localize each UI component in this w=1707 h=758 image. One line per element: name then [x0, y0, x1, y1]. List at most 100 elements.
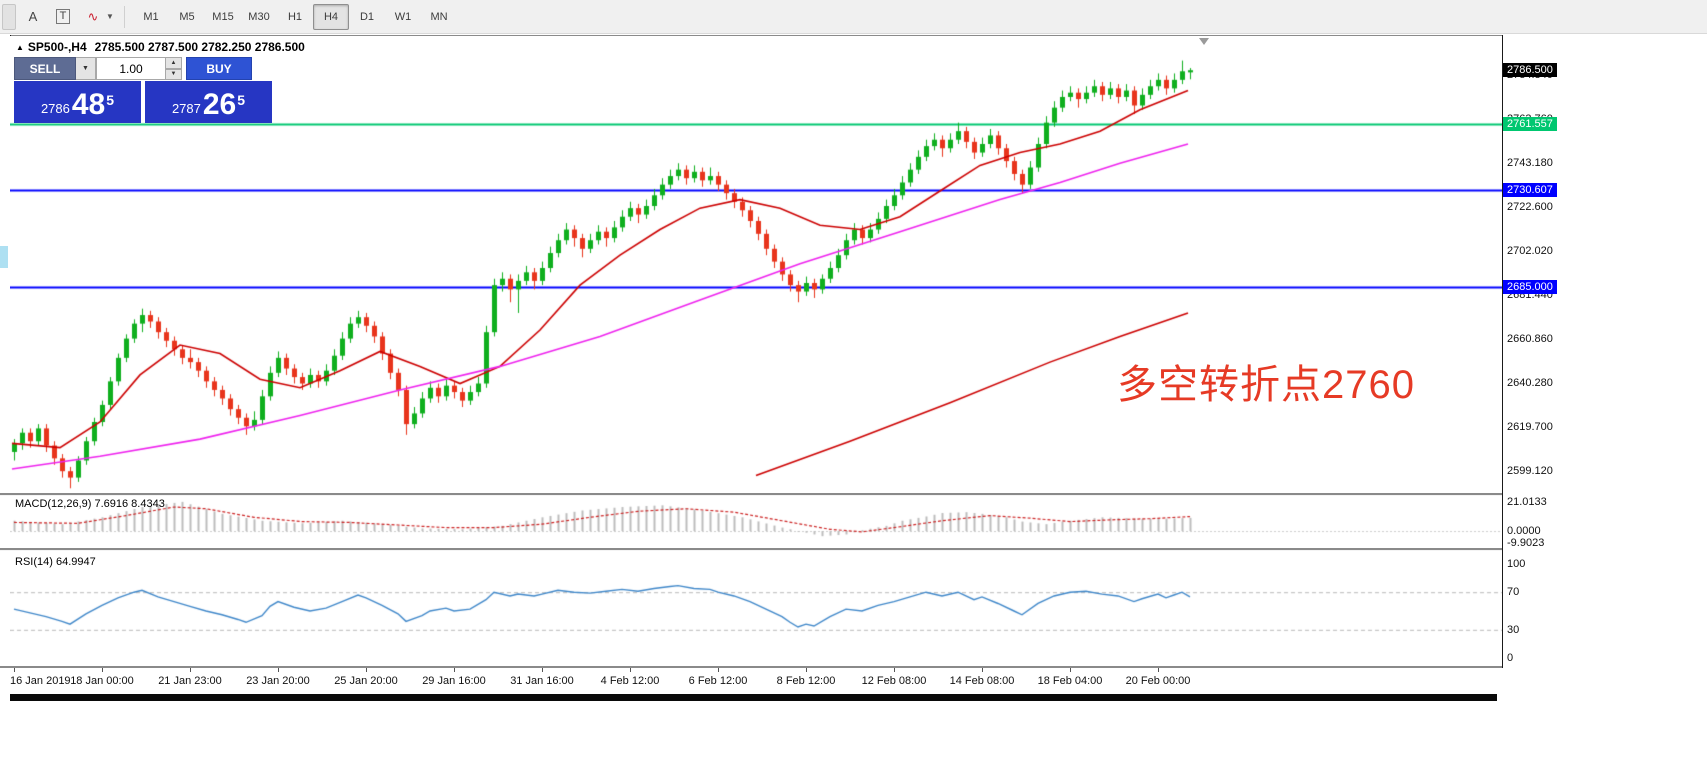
tf-button-H1[interactable]: H1: [287, 10, 303, 23]
time-axis-label: 31 Jan 16:00: [510, 675, 574, 687]
time-axis-label: 21 Jan 23:00: [158, 675, 222, 687]
macd-axis-label: 0.0000: [1507, 525, 1541, 538]
time-tick: [190, 668, 191, 672]
left-edge-accent: [0, 246, 8, 268]
clipped-toolbar-icon[interactable]: [2, 3, 16, 30]
time-tick: [14, 668, 15, 672]
symbol-timeframe-label: SP500-,H4: [27, 40, 87, 54]
time-axis-label: 29 Jan 16:00: [422, 675, 486, 687]
rsi-axis-label: 70: [1507, 586, 1520, 599]
time-axis-label: 6 Feb 12:00: [688, 675, 748, 687]
time-axis-label: 8 Feb 12:00: [776, 675, 836, 687]
chart-annotation-text: 多空转折点2760: [1117, 363, 1415, 407]
bid-prefix: 2786: [40, 101, 70, 116]
tf-button-H4[interactable]: H4: [313, 3, 349, 30]
time-tick: [630, 668, 631, 672]
price-axis-label: 2722.600: [1507, 200, 1553, 213]
time-tick: [366, 668, 367, 672]
text-label-icon[interactable]: A: [20, 4, 46, 30]
time-axis-label: 14 Feb 08:00: [949, 675, 1015, 687]
ask-price-panel[interactable]: 2787 26 5: [145, 81, 272, 123]
price-axis-label: 2702.020: [1507, 244, 1553, 257]
indicators-glyph: ∿: [87, 8, 99, 24]
tf-button-M1[interactable]: M1: [143, 10, 159, 23]
price-axis[interactable]: 2784.3402763.7602743.1802722.6002702.020…: [1503, 35, 1707, 694]
macd-label: MACD(12,26,9) 7.6916 8.4343: [15, 498, 165, 510]
chart-header: ▲ SP500-,H4 2785.500 2787.500 2782.250 278…: [16, 40, 305, 54]
ohlc-values: 2785.500 2787.500 2782.250 2786.500: [94, 40, 305, 54]
tf-button-MN[interactable]: MN: [430, 10, 448, 23]
tf-button-D1[interactable]: D1: [359, 10, 375, 23]
indicators-icon[interactable]: ∿: [80, 4, 106, 30]
buy-button[interactable]: BUY: [186, 57, 252, 80]
pane-separator[interactable]: [0, 548, 1707, 551]
hline-price-tag: 2761.557: [1503, 116, 1557, 131]
volume-down-button[interactable]: ▼: [166, 68, 182, 80]
indicators-dropdown-caret-icon[interactable]: ▼: [106, 12, 114, 21]
time-axis-label: 12 Feb 08:00: [861, 675, 927, 687]
macd-canvas[interactable]: [10, 495, 1502, 548]
time-tick: [542, 668, 543, 672]
price-axis-label: 2743.180: [1507, 156, 1553, 169]
time-axis-label: 20 Feb 00:00: [1125, 675, 1191, 687]
time-tick: [982, 668, 983, 672]
hline-price-tag: 2685.000: [1503, 280, 1557, 295]
toolbar-separator: [124, 5, 125, 28]
current-price-tag: 2786.500: [1503, 63, 1557, 78]
toolbar: A T ∿ ▼ M1 M5 M15 M30 H1 H4 D1 W1 MN: [0, 0, 1707, 34]
tf-button-W1[interactable]: W1: [394, 10, 412, 23]
time-axis-label: 18 Feb 04:00: [1037, 675, 1103, 687]
collapse-triangle-icon[interactable]: ▲: [16, 43, 24, 52]
pane-separator[interactable]: [0, 493, 1707, 496]
macd-axis-label: 21.0133: [1507, 496, 1547, 508]
price-axis-label: 2660.860: [1507, 332, 1553, 345]
time-tick: [102, 668, 103, 672]
text-label-glyph: A: [28, 9, 38, 24]
price-axis-label: 2619.700: [1507, 420, 1553, 433]
rsi-canvas[interactable]: [10, 550, 1502, 666]
macd-axis-label: -9.9023: [1507, 537, 1545, 549]
time-tick: [1158, 668, 1159, 672]
text-box-icon[interactable]: T: [50, 4, 76, 30]
ask-prefix: 2787: [171, 101, 201, 116]
volume-stepper: ▲ ▼: [166, 57, 182, 80]
horizontal-scrollbar[interactable]: [10, 694, 1497, 701]
tf-button-M30[interactable]: M30: [248, 10, 270, 23]
ask-big-digits: 26: [202, 88, 237, 121]
tf-button-M5[interactable]: M5: [179, 10, 195, 23]
bid-big-digits: 48: [71, 88, 106, 121]
main-chart-canvas[interactable]: [10, 36, 1502, 493]
time-axis-label: 25 Jan 20:00: [334, 675, 398, 687]
time-tick: [806, 668, 807, 672]
time-tick: [1070, 668, 1071, 672]
hline-price-tag: 2730.607: [1503, 182, 1557, 197]
volume-up-button[interactable]: ▲: [166, 57, 182, 69]
text-box-glyph: T: [55, 9, 71, 24]
bottom-spacer: [0, 701, 1707, 758]
time-axis-label: 4 Feb 12:00: [600, 675, 660, 687]
price-axis-border: [1502, 35, 1503, 694]
time-tick: [894, 668, 895, 672]
time-axis-label: 23 Jan 20:00: [246, 675, 310, 687]
price-axis-label: 2599.120: [1507, 464, 1553, 477]
rsi-axis-label: 0: [1507, 652, 1514, 664]
chart-top-border: [10, 35, 1503, 36]
one-click-trade-panel: SELL ▼ ▲ ▼ BUY 2786 48 5 2787 26 5: [14, 57, 272, 123]
time-axis[interactable]: 16 Jan 2019 18 Jan 00:00 21 Jan 23:00 23 Ja…: [0, 668, 1707, 694]
bid-price-panel[interactable]: 2786 48 5: [14, 81, 141, 123]
time-axis-label: 18 Jan 00:00: [70, 675, 134, 687]
volume-dropdown-button[interactable]: ▼: [76, 57, 96, 80]
bid-pip-digit: 5: [106, 92, 115, 108]
time-tick: [278, 668, 279, 672]
tf-button-M15[interactable]: M15: [212, 10, 234, 23]
time-axis-label: 16 Jan 2019: [10, 675, 71, 687]
price-axis-label: 2640.280: [1507, 376, 1553, 389]
rsi-axis-label: 100: [1507, 558, 1526, 570]
timeframe-group: M1 M5 M15 M30 H1 H4 D1 W1 MN: [133, 3, 457, 30]
chart-shift-marker-icon[interactable]: [1199, 38, 1209, 45]
time-tick: [454, 668, 455, 672]
sell-button[interactable]: SELL: [14, 57, 76, 80]
time-tick: [718, 668, 719, 672]
volume-input[interactable]: [96, 57, 166, 80]
